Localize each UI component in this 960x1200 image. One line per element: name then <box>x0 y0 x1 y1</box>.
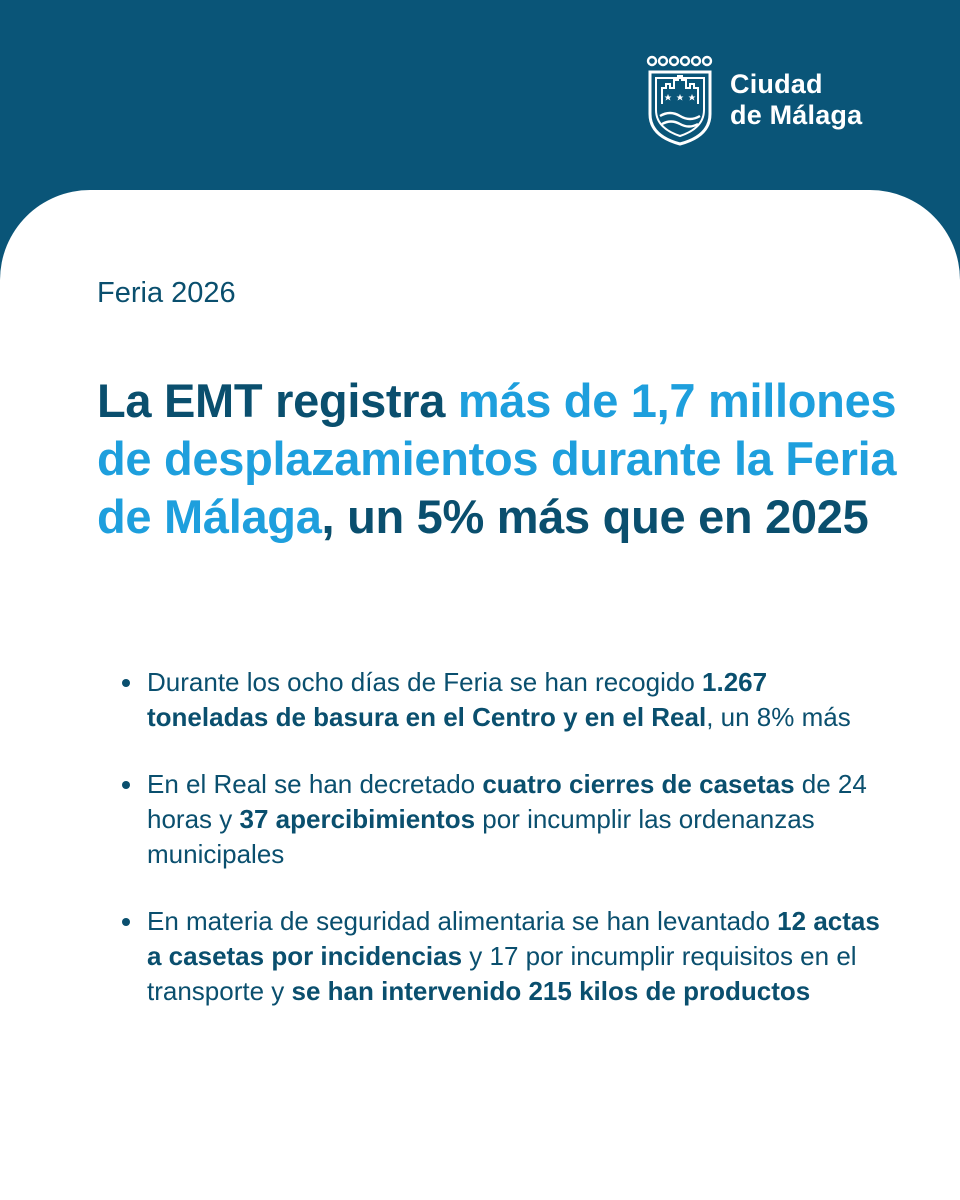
content-card <box>0 190 960 1200</box>
bullet-bold-text: 1.267 toneladas de basura en el Centro y… <box>147 667 768 732</box>
bullet-text: En materia de seguridad alimentaria se h… <box>147 906 778 936</box>
bullet-list: Durante los ocho días de Feria se han re… <box>120 665 880 1041</box>
headline-highlight: más de 1,7 millones de desplazamientos d… <box>97 374 897 543</box>
bullet-bold-text: 37 apercibimientos <box>239 804 476 834</box>
bullet-bold-text: se han intervenido 215 kilos de producto… <box>291 976 811 1006</box>
city-shield-icon <box>646 55 713 146</box>
bullet-bold-text: 12 actas a casetas por incidencias <box>147 906 880 971</box>
headline-part1: La EMT registra <box>97 374 458 427</box>
brand-name: Ciudad de Málaga <box>730 69 862 131</box>
list-item: Durante los ocho días de Feria se han re… <box>120 665 880 735</box>
list-item: En materia de seguridad alimentaria se h… <box>120 904 880 1009</box>
brand-name-line1: Ciudad <box>730 69 823 99</box>
headline-part2: , un 5% más que en 2025 <box>321 490 869 543</box>
headline: La EMT registra más de 1,7 millones de d… <box>97 372 897 546</box>
event-tag: Feria 2026 <box>97 277 236 309</box>
brand-logo: Ciudad de Málaga <box>646 54 862 146</box>
bullet-bold-text: cuatro cierres de casetas <box>482 769 795 799</box>
bullet-text: , un 8% más <box>706 702 851 732</box>
bullet-text: En el Real se han decretado <box>147 769 483 799</box>
bullet-text: por incumplir las ordenanzas municipales <box>147 804 815 869</box>
bullet-text: de 24 horas y <box>147 769 867 834</box>
bullet-text: Durante los ocho días de Feria se han re… <box>147 667 703 697</box>
list-item: En el Real se han decretado cuatro cierr… <box>120 767 880 872</box>
brand-name-line2: de Málaga <box>730 100 863 130</box>
bullet-text: y 17 por incumplir requisitos en el tran… <box>147 941 857 1006</box>
header-bar: Ciudad de Málaga <box>0 0 960 200</box>
